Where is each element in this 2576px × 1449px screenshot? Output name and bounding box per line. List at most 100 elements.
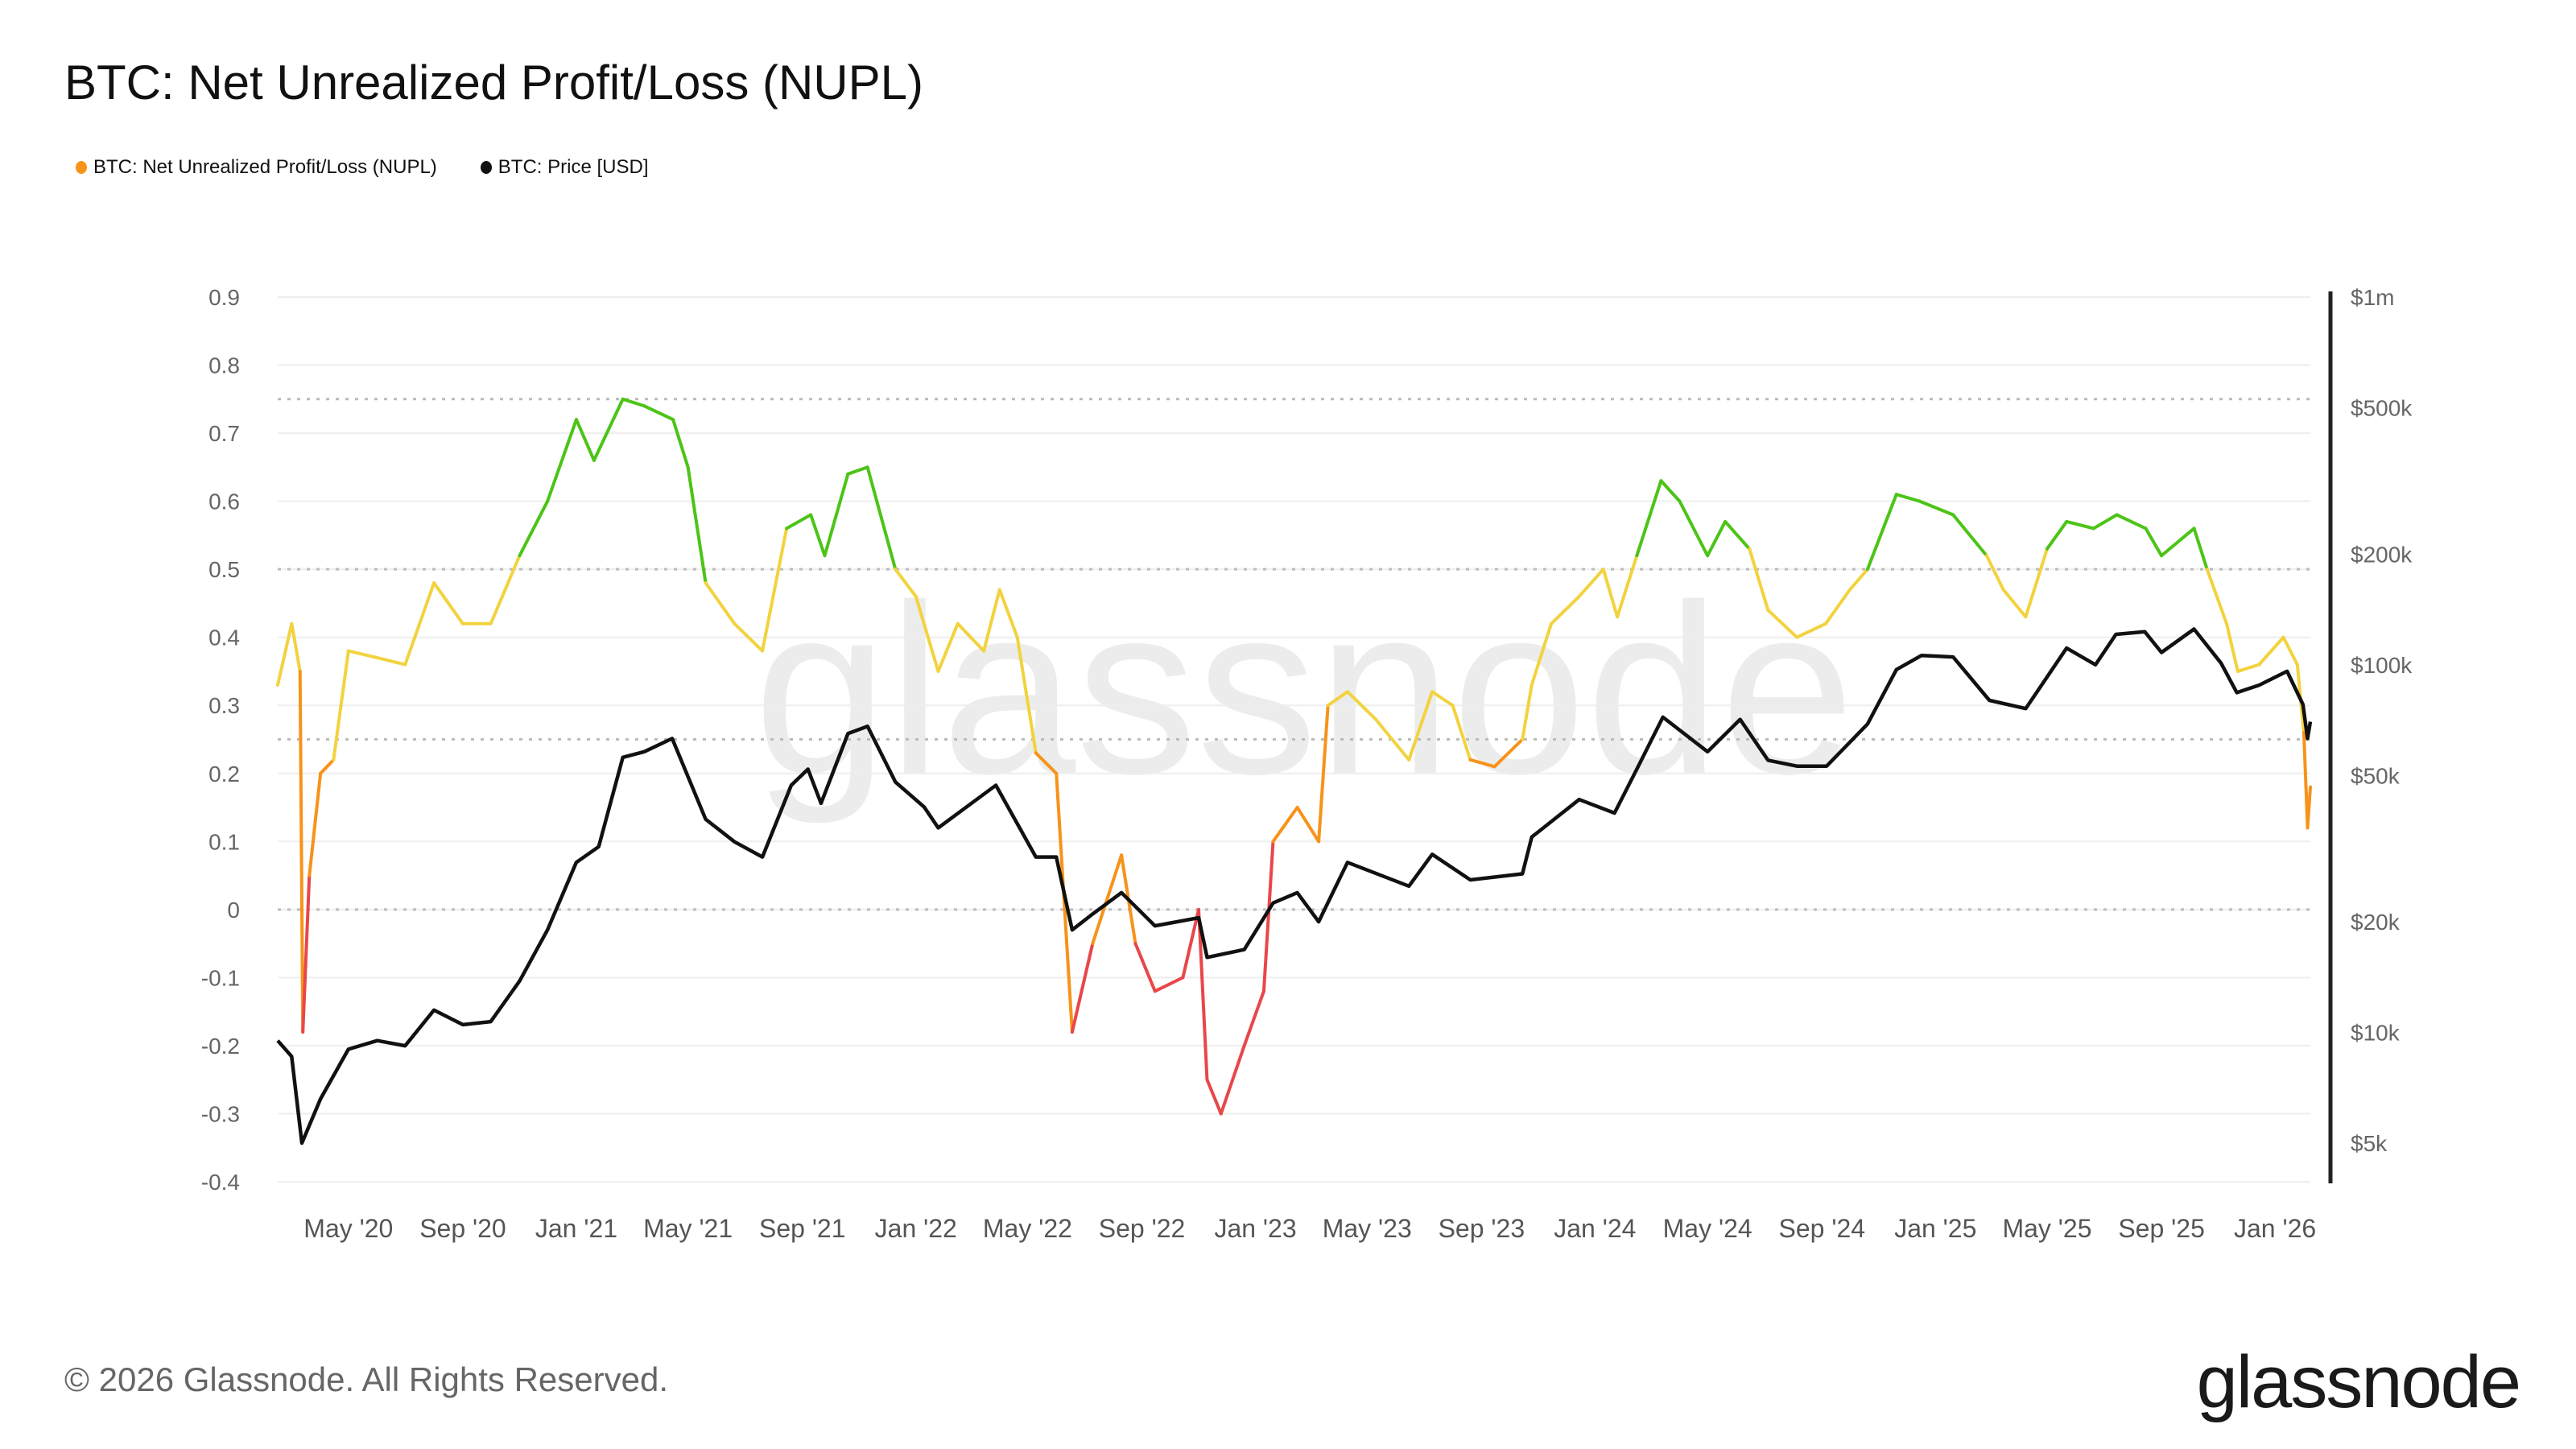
y-left-tick-label: 0.2 xyxy=(208,762,240,786)
y-right-tick-label: $10k xyxy=(2351,1021,2401,1046)
nupl-segment xyxy=(936,621,960,673)
x-tick-label: May '20 xyxy=(303,1214,393,1243)
y-left-tick-label: 0.9 xyxy=(208,285,240,310)
nupl-segment xyxy=(2045,519,2069,551)
legend-item-price[interactable]: BTC: Price [USD] xyxy=(480,156,649,179)
nupl-segment xyxy=(2301,731,2310,830)
nupl-segment xyxy=(642,404,675,422)
nupl-segment xyxy=(1326,690,1349,708)
nupl-segment xyxy=(546,418,578,503)
nupl-segment xyxy=(671,418,690,469)
nupl-segment xyxy=(2205,568,2228,625)
nupl-segment xyxy=(1951,513,1988,558)
nupl-segment xyxy=(1766,608,1799,639)
y-left-tick-label: 0.8 xyxy=(208,353,240,378)
y-left-tick-label: 0.6 xyxy=(208,489,240,514)
nupl-segment xyxy=(1205,1078,1223,1116)
nupl-segment xyxy=(375,656,407,667)
legend-dot-price-icon xyxy=(480,161,492,174)
nupl-segment xyxy=(823,472,850,558)
y-left-tick-label: -0.4 xyxy=(201,1170,240,1195)
nupl-segment xyxy=(298,669,305,1034)
nupl-segment xyxy=(704,581,737,625)
page-title: BTC: Net Unrealized Profit/Loss (NUPL) xyxy=(64,56,923,109)
nupl-segment xyxy=(914,594,940,673)
y-left-tick-label: -0.1 xyxy=(201,965,240,990)
nupl-segment xyxy=(2224,621,2240,673)
nupl-segment xyxy=(809,513,827,558)
nupl-segment xyxy=(1219,1043,1246,1116)
nupl-segment xyxy=(1847,568,1869,592)
y-left-tick-label: 0.3 xyxy=(208,693,240,718)
nupl-segment xyxy=(1616,554,1639,619)
y-left-tick-label: 0 xyxy=(227,898,240,923)
nupl-segment xyxy=(2144,526,2164,558)
nupl-segment xyxy=(2192,526,2209,572)
nupl-segment xyxy=(956,621,986,653)
nupl-segment xyxy=(346,649,379,660)
nupl-segment xyxy=(2257,635,2285,667)
y-right-tick-label: $5k xyxy=(2351,1131,2388,1156)
nupl-segment xyxy=(1865,493,1898,572)
nupl-segment xyxy=(574,418,596,462)
legend-dot-nupl-icon xyxy=(76,161,87,174)
nupl-segment xyxy=(1373,717,1411,762)
nupl-segment xyxy=(2235,663,2261,673)
nupl-segment xyxy=(1034,751,1059,775)
nupl-segment xyxy=(1984,554,2005,592)
nupl-segment xyxy=(2001,588,2028,619)
nupl-segment xyxy=(1748,547,1770,612)
x-tick-label: May '23 xyxy=(1323,1214,1412,1243)
nupl-segment xyxy=(1468,758,1496,769)
x-tick-label: May '25 xyxy=(2002,1214,2091,1243)
nupl-segment xyxy=(894,568,918,598)
glassnode-logo[interactable]: glassnode xyxy=(2196,1341,2521,1423)
nupl-segment xyxy=(1706,519,1728,558)
x-tick-label: Sep '23 xyxy=(1439,1214,1525,1243)
nupl-segment xyxy=(686,465,708,585)
nupl-segment xyxy=(761,526,789,653)
nupl-segment xyxy=(319,758,336,775)
nupl-segment xyxy=(276,621,294,687)
nupl-segment xyxy=(1724,519,1752,551)
nupl-segment xyxy=(1530,621,1554,687)
x-tick-label: Jan '24 xyxy=(1554,1214,1636,1243)
nupl-segment xyxy=(1918,499,1955,517)
nupl-segment xyxy=(1133,942,1157,993)
nupl-segment xyxy=(1407,690,1435,762)
y-right-tick-label: $50k xyxy=(2351,763,2401,788)
nupl-segment xyxy=(1678,499,1710,558)
legend: BTC: Net Unrealized Profit/Loss (NUPL) B… xyxy=(76,156,649,179)
nupl-segment xyxy=(1659,479,1682,503)
x-tick-label: Jan '25 xyxy=(1894,1214,1976,1243)
x-tick-label: Jan '23 xyxy=(1214,1214,1296,1243)
nupl-segment xyxy=(1197,907,1209,1082)
nupl-segment xyxy=(997,588,1019,639)
nupl-segment xyxy=(1894,493,1922,503)
nupl-segment xyxy=(1823,588,1852,625)
y-right-tick-label: $1m xyxy=(2351,285,2394,310)
nupl-segment xyxy=(1261,840,1275,993)
nupl-segment xyxy=(2160,526,2196,558)
x-tick-label: May '21 xyxy=(643,1214,733,1243)
nupl-segment xyxy=(2306,785,2312,830)
y-left-tick-label: 0.1 xyxy=(208,829,240,854)
nupl-segment xyxy=(2024,547,2049,619)
nupl-segment xyxy=(846,465,869,476)
y-left-tick-label: 0.7 xyxy=(208,421,240,446)
nupl-segment xyxy=(489,554,522,625)
nupl-segment xyxy=(518,499,550,558)
nupl-segment xyxy=(308,771,323,877)
nupl-segment xyxy=(1055,771,1074,1034)
x-tick-label: Sep '20 xyxy=(419,1214,506,1243)
legend-item-nupl[interactable]: BTC: Net Unrealized Profit/Loss (NUPL) xyxy=(76,156,437,179)
nupl-segment xyxy=(1521,683,1534,741)
nupl-segment xyxy=(1430,690,1455,708)
nupl-segment xyxy=(1492,737,1525,769)
nupl-segment xyxy=(1345,690,1377,721)
nupl-segment xyxy=(1601,568,1620,619)
y-right-tick-label: $100k xyxy=(2351,653,2413,678)
x-tick-label: Sep '25 xyxy=(2118,1214,2205,1243)
x-tick-label: Jan '22 xyxy=(875,1214,957,1243)
